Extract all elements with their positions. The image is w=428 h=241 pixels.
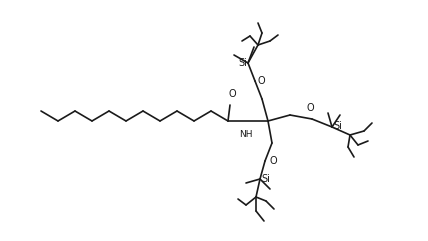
Text: NH: NH [239, 130, 253, 139]
Text: O: O [270, 156, 278, 166]
Text: Si: Si [238, 58, 247, 68]
Text: Si: Si [261, 174, 270, 184]
Text: O: O [258, 76, 266, 86]
Text: O: O [306, 103, 314, 113]
Text: O: O [228, 89, 236, 99]
Text: Si: Si [333, 121, 342, 131]
